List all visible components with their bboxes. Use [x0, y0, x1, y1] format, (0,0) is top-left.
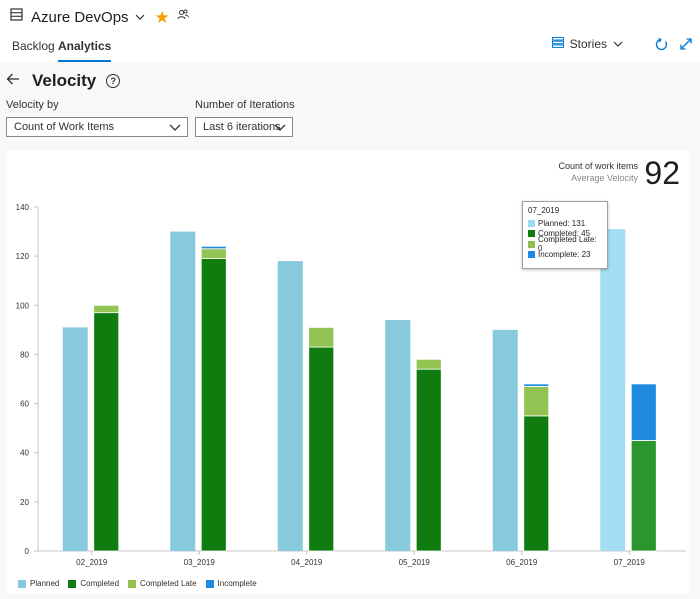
stories-label: Stories [569, 37, 607, 51]
legend-label: Incomplete [217, 579, 257, 588]
bar-planned [170, 231, 196, 552]
bar-planned [600, 229, 626, 551]
bar-incomplete [523, 383, 550, 387]
bar-planned [62, 327, 88, 551]
legend-swatch [128, 579, 137, 588]
x-tick-label: 07_2019 [614, 558, 646, 567]
legend-swatch [68, 579, 77, 588]
chart-tooltip: 07_2019 Planned: 131 Completed: 45 Compl… [522, 201, 608, 269]
velocity-by-value: Count of Work Items [14, 121, 115, 133]
velocity-by-dropdown[interactable]: Count of Work Items [6, 117, 188, 137]
x-tick-label: 04_2019 [291, 558, 323, 567]
chevron-down-icon [613, 37, 629, 51]
y-tick-label: 60 [20, 400, 29, 409]
y-tick-label: 140 [16, 203, 30, 212]
bar-completed [415, 368, 442, 552]
bar-completed-late [93, 304, 120, 314]
legend-item-incomplete[interactable]: Incomplete [205, 579, 257, 588]
chevron-down-icon [169, 122, 181, 135]
bar-completed [630, 440, 657, 552]
legend-label: Completed Late [140, 579, 197, 588]
tooltip-row-label: Planned: 131 [538, 218, 586, 228]
iterations-value: Last 6 iterations [203, 121, 281, 133]
tooltip-row-label: Completed: 45 [538, 229, 591, 239]
chevron-down-icon[interactable] [135, 8, 145, 26]
x-tick-label: 05_2019 [399, 558, 431, 567]
kpi-sublabel: Average Velocity [571, 173, 638, 183]
bar-completed-late [308, 326, 335, 348]
bar-completed [200, 258, 227, 552]
y-tick-label: 80 [20, 350, 29, 359]
legend-label: Completed [80, 579, 120, 588]
stories-selector[interactable]: Stories [551, 37, 629, 51]
bar-completed [308, 346, 335, 552]
tooltip-row-label: Incomplete: 23 [538, 250, 591, 260]
y-tick-label: 100 [16, 301, 30, 310]
y-tick-label: 120 [16, 252, 30, 261]
x-tick-label: 03_2019 [184, 558, 216, 567]
toolbar: Stories [551, 37, 692, 51]
bar-planned [492, 329, 518, 551]
chart-legend: Planned Completed Completed Late Incompl… [18, 579, 266, 588]
board-icon [10, 8, 23, 26]
tooltip-swatch [528, 219, 535, 227]
legend-swatch [18, 579, 26, 588]
chevron-down-icon [274, 122, 286, 135]
tooltip-swatch [528, 251, 535, 259]
velocity-by-label: Velocity by [6, 99, 59, 111]
kpi-label: Count of work items [558, 161, 638, 171]
kpi-value: 92 [644, 155, 680, 191]
favorite-star-icon[interactable]: ★ [154, 7, 170, 27]
bar-incomplete [630, 383, 657, 441]
bar-completed [93, 312, 120, 552]
tooltip-row: Incomplete: 23 [528, 250, 602, 261]
help-icon[interactable]: ? [106, 74, 121, 88]
app-header: Azure DevOps ★ [10, 7, 189, 27]
x-tick-label: 06_2019 [506, 558, 538, 567]
tooltip-row: Completed: 45 [528, 229, 602, 240]
bar-completed-late [523, 385, 550, 417]
legend-swatch [205, 579, 214, 588]
y-tick-label: 40 [20, 449, 29, 458]
top-bar: Azure DevOps ★ Backlog Analytics Stories [0, 0, 700, 62]
bar-planned [277, 261, 303, 551]
tooltip-title: 07_2019 [528, 206, 560, 215]
bar-completed [523, 415, 550, 552]
tooltip-row: Planned: 131 [528, 218, 602, 229]
refresh-icon[interactable] [655, 37, 668, 51]
bar-completed-late [415, 358, 442, 370]
legend-item-completed[interactable]: Completed [68, 579, 119, 588]
velocity-chart: 0 20 40 60 80 100 120 140 02_2019 03_2019 04_2019 0… [16, 203, 686, 567]
app-title[interactable]: Azure DevOps [31, 8, 129, 26]
page-title: Velocity [32, 71, 97, 90]
y-tick-label: 20 [20, 498, 29, 507]
legend-label: Planned [30, 579, 60, 588]
tooltip-swatch [528, 240, 535, 248]
tab-analytics[interactable]: Analytics [58, 39, 112, 62]
tab-backlog[interactable]: Backlog [12, 39, 55, 53]
page-header: Velocity ? [6, 70, 121, 92]
legend-item-completed-late[interactable]: Completed Late [128, 579, 197, 588]
backlog-level-icon [551, 37, 570, 51]
iterations-dropdown[interactable]: Last 6 iterations [195, 117, 293, 137]
tooltip-row-label: Completed Late: 0 [538, 235, 597, 254]
tooltip-row: Completed Late: 0 [528, 235, 602, 253]
back-arrow-icon[interactable] [6, 72, 20, 90]
x-tick-label: 02_2019 [76, 558, 108, 567]
y-tick-label: 0 [25, 547, 30, 556]
tooltip-swatch [528, 230, 535, 238]
legend-item-planned[interactable]: Planned [18, 579, 59, 588]
iterations-label: Number of Iterations [195, 99, 295, 111]
velocity-chart-card: Count of work items Average Velocity 92 … [6, 151, 690, 593]
expand-icon[interactable] [680, 38, 692, 50]
bar-planned [385, 320, 411, 551]
team-members-icon[interactable] [177, 8, 189, 26]
bar-completed-late [200, 248, 227, 260]
bar-incomplete [200, 245, 227, 250]
